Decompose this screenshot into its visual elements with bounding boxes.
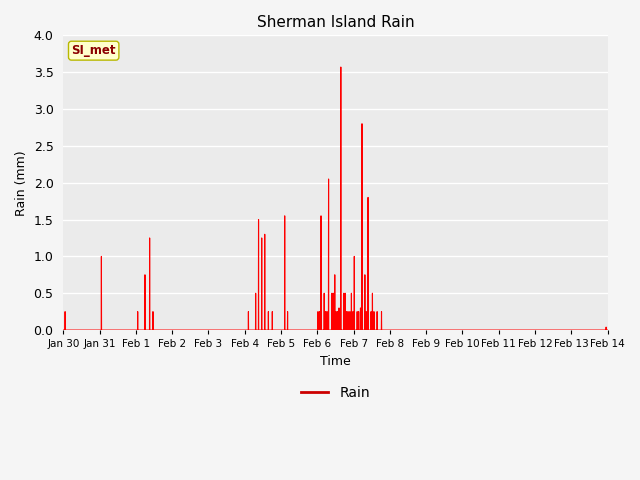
Legend: Rain: Rain [295,381,376,406]
Y-axis label: Rain (mm): Rain (mm) [15,150,28,216]
Title: Sherman Island Rain: Sherman Island Rain [257,15,414,30]
X-axis label: Time: Time [320,355,351,368]
Text: SI_met: SI_met [72,44,116,57]
